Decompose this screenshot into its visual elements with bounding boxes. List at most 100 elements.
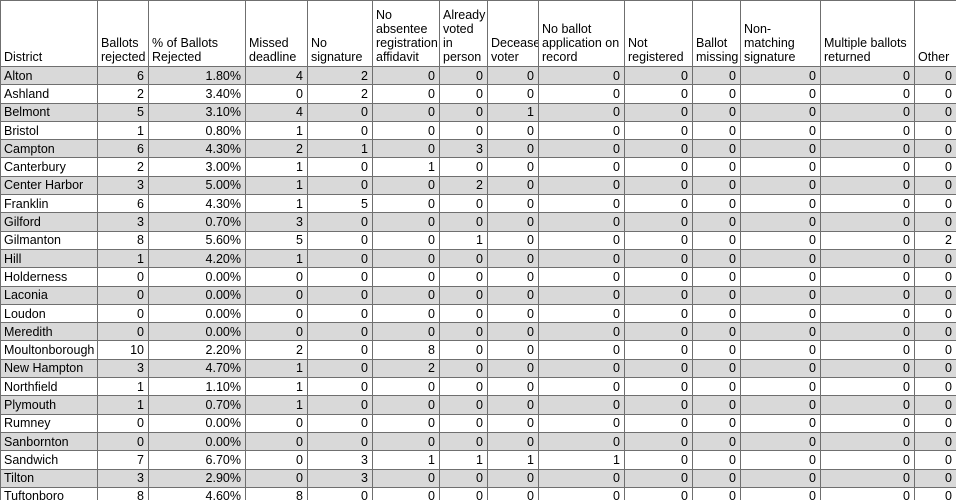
table-row[interactable]: Meredith 0 0.00% 0 0 0 0 0 0 0 0 0 0 0 bbox=[0, 322, 956, 342]
cell-value: 0 bbox=[624, 340, 693, 360]
cell-value: 0 bbox=[692, 395, 741, 415]
column-header-no-ballot-application-on-record[interactable]: No ballot application on record bbox=[538, 0, 625, 67]
cell-value: 0 bbox=[97, 267, 149, 287]
cell-value: 4.30% bbox=[148, 194, 246, 214]
cell-value: 0 bbox=[624, 468, 693, 488]
cell-value: 0 bbox=[245, 450, 308, 470]
cell-value: 0 bbox=[372, 322, 440, 342]
cell-district: Sandwich bbox=[0, 450, 98, 470]
column-header-missed-deadline[interactable]: Missed deadline bbox=[245, 0, 308, 67]
cell-value: 0.00% bbox=[148, 413, 246, 433]
table-row[interactable]: Holderness 0 0.00% 0 0 0 0 0 0 0 0 0 0 0 bbox=[0, 267, 956, 287]
cell-value: 0 bbox=[245, 431, 308, 452]
table-row[interactable]: Northfield 1 1.10% 1 0 0 0 0 0 0 0 0 0 0 bbox=[0, 377, 956, 397]
table-row[interactable]: Gilmanton 8 5.60% 5 0 0 1 0 0 0 0 0 0 2 bbox=[0, 230, 956, 250]
cell-value: 1 bbox=[245, 175, 308, 196]
cell-value: 0 bbox=[624, 413, 693, 433]
cell-value: 0 bbox=[538, 413, 625, 433]
cell-value: 1 bbox=[307, 139, 373, 159]
table-row[interactable]: Bristol 1 0.80% 1 0 0 0 0 0 0 0 0 0 0 bbox=[0, 120, 956, 141]
table-row[interactable]: Plymouth 1 0.70% 1 0 0 0 0 0 0 0 0 0 0 bbox=[0, 395, 956, 415]
cell-value: 0 bbox=[487, 468, 539, 488]
column-header-ballots-rejected[interactable]: Ballots rejected bbox=[97, 0, 149, 67]
column-header-ballot-missing[interactable]: Ballot missing bbox=[692, 0, 741, 67]
cell-value: 0 bbox=[538, 431, 625, 452]
cell-value: 2 bbox=[97, 84, 149, 104]
column-header-district[interactable]: District bbox=[0, 0, 98, 67]
cell-value: 2 bbox=[245, 340, 308, 360]
cell-value: 0 bbox=[914, 248, 956, 269]
cell-district: Meredith bbox=[0, 322, 98, 342]
column-header-already-voted-in-person[interactable]: Already voted in person bbox=[439, 0, 488, 67]
cell-value: 0.80% bbox=[148, 120, 246, 141]
cell-value: 0 bbox=[487, 84, 539, 104]
cell-value: 3 bbox=[307, 468, 373, 488]
cell-value: 0 bbox=[624, 395, 693, 415]
cell-value: 0 bbox=[740, 431, 821, 452]
cell-value: 0 bbox=[372, 468, 440, 488]
cell-value: 1 bbox=[372, 450, 440, 470]
cell-value: 0 bbox=[624, 303, 693, 324]
cell-district: Alton bbox=[0, 65, 98, 86]
table-row[interactable]: Sanbornton 0 0.00% 0 0 0 0 0 0 0 0 0 0 0 bbox=[0, 431, 956, 452]
cell-value: 1 bbox=[538, 450, 625, 470]
cell-value: 0 bbox=[307, 120, 373, 141]
cell-value: 4 bbox=[245, 65, 308, 86]
table-row[interactable]: Alton 6 1.80% 4 2 0 0 0 0 0 0 0 0 0 bbox=[0, 65, 956, 86]
table-row[interactable]: Moultonborough 10 2.20% 2 0 8 0 0 0 0 0 0 0 0 bbox=[0, 340, 956, 360]
column-header-no-absentee-registration-affidavit[interactable]: No absentee registration affidavit bbox=[372, 0, 440, 67]
column-header-non-matching-signature[interactable]: Non-matching signature bbox=[740, 0, 821, 67]
cell-value: 0 bbox=[487, 340, 539, 360]
table-row[interactable]: Ashland 2 3.40% 0 2 0 0 0 0 0 0 0 0 0 bbox=[0, 84, 956, 104]
cell-value: 0 bbox=[538, 230, 625, 250]
cell-value: 0 bbox=[372, 285, 440, 305]
column-header-not-registered[interactable]: Not registered bbox=[624, 0, 693, 67]
cell-value: 0 bbox=[538, 395, 625, 415]
cell-value: 0 bbox=[914, 285, 956, 305]
cell-value: 1 bbox=[372, 157, 440, 177]
column-header-other[interactable]: Other bbox=[914, 0, 956, 67]
table-row[interactable]: New Hampton 3 4.70% 1 0 2 0 0 0 0 0 0 0 0 bbox=[0, 358, 956, 379]
cell-value: 0 bbox=[487, 175, 539, 196]
table-row[interactable]: Laconia 0 0.00% 0 0 0 0 0 0 0 0 0 0 0 bbox=[0, 285, 956, 305]
cell-value: 0 bbox=[624, 194, 693, 214]
column-header-deceased-voter[interactable]: Deceased voter bbox=[487, 0, 539, 67]
cell-value: 6.70% bbox=[148, 450, 246, 470]
column-header-no-signature[interactable]: No signature bbox=[307, 0, 373, 67]
cell-value: 2 bbox=[439, 175, 488, 196]
cell-value: 0 bbox=[740, 157, 821, 177]
cell-district: Canterbury bbox=[0, 157, 98, 177]
column-header-multiple-ballots-returned[interactable]: Multiple ballots returned bbox=[820, 0, 915, 67]
cell-value: 0 bbox=[624, 157, 693, 177]
cell-value: 0 bbox=[624, 230, 693, 250]
cell-value: 0 bbox=[538, 102, 625, 122]
cell-value: 0.70% bbox=[148, 212, 246, 232]
table-row[interactable]: Gilford 3 0.70% 3 0 0 0 0 0 0 0 0 0 0 bbox=[0, 212, 956, 232]
table-row[interactable]: Tilton 3 2.90% 0 3 0 0 0 0 0 0 0 0 0 bbox=[0, 468, 956, 488]
table-row[interactable]: Hill 1 4.20% 1 0 0 0 0 0 0 0 0 0 0 bbox=[0, 248, 956, 269]
cell-value: 5 bbox=[307, 194, 373, 214]
column-header-pct-ballots-rejected[interactable]: % of Ballots Rejected bbox=[148, 0, 246, 67]
cell-value: 0 bbox=[740, 377, 821, 397]
cell-value: 0 bbox=[624, 431, 693, 452]
table-row[interactable]: Campton 6 4.30% 2 1 0 3 0 0 0 0 0 0 0 bbox=[0, 139, 956, 159]
cell-value: 0 bbox=[372, 267, 440, 287]
table-row[interactable]: Rumney 0 0.00% 0 0 0 0 0 0 0 0 0 0 0 bbox=[0, 413, 956, 433]
cell-value: 0 bbox=[820, 431, 915, 452]
cell-value: 0 bbox=[820, 139, 915, 159]
cell-value: 0 bbox=[439, 486, 488, 500]
cell-value: 0 bbox=[740, 65, 821, 86]
table-row[interactable]: Canterbury 2 3.00% 1 0 1 0 0 0 0 0 0 0 0 bbox=[0, 157, 956, 177]
table-row[interactable]: Center Harbor 3 5.00% 1 0 0 2 0 0 0 0 0 0 0 bbox=[0, 175, 956, 196]
cell-value: 2.20% bbox=[148, 340, 246, 360]
table-row[interactable]: Franklin 6 4.30% 1 5 0 0 0 0 0 0 0 0 0 bbox=[0, 194, 956, 214]
cell-value: 0 bbox=[487, 248, 539, 269]
table-row[interactable]: Tuftonboro 8 4.60% 8 0 0 0 0 0 0 0 0 0 0 bbox=[0, 486, 956, 500]
cell-value: 0 bbox=[487, 358, 539, 379]
table-row[interactable]: Belmont 5 3.10% 4 0 0 0 1 0 0 0 0 0 0 bbox=[0, 102, 956, 122]
table-row[interactable]: Sandwich 7 6.70% 0 3 1 1 1 1 0 0 0 0 0 bbox=[0, 450, 956, 470]
cell-value: 0 bbox=[307, 322, 373, 342]
table-row[interactable]: Loudon 0 0.00% 0 0 0 0 0 0 0 0 0 0 0 bbox=[0, 303, 956, 324]
cell-value: 0 bbox=[692, 102, 741, 122]
